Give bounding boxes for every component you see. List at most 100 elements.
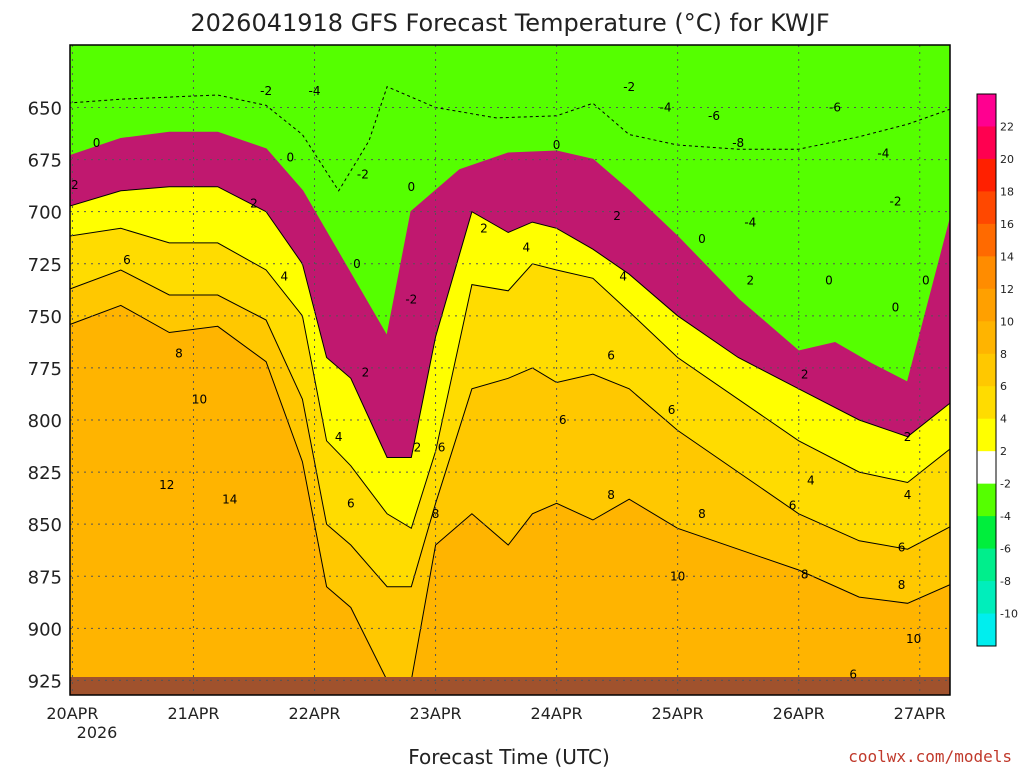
contour-label: 2 bbox=[71, 178, 79, 192]
y-tick-label: 925 bbox=[28, 671, 62, 692]
y-tick-label: 875 bbox=[28, 567, 62, 588]
contour-label: -6 bbox=[829, 101, 841, 115]
y-tick-label: 775 bbox=[28, 359, 62, 380]
contour-label: 0 bbox=[825, 274, 833, 288]
contour-label: 2 bbox=[362, 365, 370, 379]
contour-label: 6 bbox=[849, 667, 857, 681]
colorbar-label: 20 bbox=[1000, 153, 1014, 166]
contour-label: 0 bbox=[286, 151, 294, 165]
contour-label: 6 bbox=[607, 349, 615, 363]
contour-label: -2 bbox=[405, 292, 417, 306]
colorbar-swatch bbox=[977, 353, 996, 387]
contour-label: 0 bbox=[93, 136, 101, 150]
x-axis: 20APR 21APR 22APR 23APR 24APR 25APR 26AP… bbox=[46, 704, 945, 742]
colorbar-swatch bbox=[977, 256, 996, 290]
colorbar-swatch bbox=[977, 288, 996, 322]
y-tick-label: 825 bbox=[28, 463, 62, 484]
colorbar-label: 2 bbox=[1000, 445, 1007, 458]
contour-label: -2 bbox=[357, 167, 369, 181]
contour-label: 10 bbox=[192, 392, 207, 406]
contour-label: 8 bbox=[432, 507, 440, 521]
contour-label: 4 bbox=[807, 474, 815, 488]
colorbar-label: 4 bbox=[1000, 413, 1007, 426]
x-tick-label: 26APR bbox=[773, 704, 825, 723]
isotherm-band bbox=[70, 304, 950, 695]
colorbar-label: 16 bbox=[1000, 218, 1014, 231]
colorbar-label: 8 bbox=[1000, 348, 1007, 361]
contour-label: -6 bbox=[708, 109, 720, 123]
contour-label: 6 bbox=[898, 540, 906, 554]
colorbar-swatch bbox=[977, 386, 996, 420]
x-tick-label: 22APR bbox=[288, 704, 340, 723]
contour-labels: -2 -4 -2 -2 -4 -6 -8 -6 -4 -4 -2 -2 0 0 0 0 0 0 0 0 0 2 2 2 2 2 2 2… bbox=[71, 80, 930, 681]
colorbar-swatch bbox=[977, 321, 996, 355]
plot-area: -2 -4 -2 -2 -4 -6 -8 -6 -4 -4 -2 -2 0 0 0 0 0 0 0 0 0 2 2 2 2 2 2 2… bbox=[70, 45, 950, 695]
colorbar-label: 18 bbox=[1000, 185, 1014, 198]
credit-link[interactable]: coolwx.com/models bbox=[848, 747, 1012, 766]
x-axis-title: Forecast Time (UTC) bbox=[408, 745, 610, 768]
contour-label: 8 bbox=[801, 567, 809, 581]
contour-label: 6 bbox=[789, 499, 797, 513]
contour-label: -4 bbox=[744, 215, 756, 229]
contour-label: 6 bbox=[559, 413, 567, 427]
ground-strip bbox=[70, 677, 950, 695]
colorbar-swatch bbox=[977, 451, 996, 485]
contour-label: 6 bbox=[123, 253, 131, 267]
x-tick-label: 23APR bbox=[410, 704, 462, 723]
contour-label: 4 bbox=[335, 430, 343, 444]
colorbar-legend: 22 20 18 16 14 12 10 8 6 4 2 -2 -4 -6 -8… bbox=[976, 93, 1018, 647]
colorbar-label: -6 bbox=[1000, 543, 1011, 556]
contour-label: 0 bbox=[553, 138, 561, 152]
contour-label: 0 bbox=[892, 301, 900, 315]
chart-title: 2026041918 GFS Forecast Temperature (°C)… bbox=[190, 9, 829, 37]
colorbar-frame bbox=[976, 93, 997, 647]
colorbar-swatch bbox=[977, 516, 996, 550]
colorbar-swatch bbox=[977, 126, 996, 160]
colorbar-swatch bbox=[977, 613, 996, 647]
colorbar-label: -4 bbox=[1000, 510, 1011, 523]
y-tick-label: 850 bbox=[28, 515, 62, 536]
contour-label: 2 bbox=[613, 209, 621, 223]
contour-label: -2 bbox=[890, 194, 902, 208]
contour-label: -2 bbox=[623, 80, 635, 94]
y-tick-label: 725 bbox=[28, 255, 62, 276]
contour-label: 4 bbox=[904, 488, 912, 502]
y-tick-label: 750 bbox=[28, 307, 62, 328]
contour-label: -4 bbox=[660, 101, 672, 115]
contour-label: 0 bbox=[698, 232, 706, 246]
colorbar-swatch bbox=[977, 548, 996, 582]
y-tick-label: 650 bbox=[28, 99, 62, 120]
contour-label: 4 bbox=[522, 240, 530, 254]
contour-label: 0 bbox=[353, 257, 361, 271]
colorbar-label: -8 bbox=[1000, 575, 1011, 588]
contour-label: 8 bbox=[607, 488, 615, 502]
colorbar-label: 14 bbox=[1000, 250, 1014, 263]
x-tick-label: 27APR bbox=[894, 704, 946, 723]
contour-label: 2 bbox=[904, 430, 912, 444]
contour-label: 8 bbox=[698, 507, 706, 521]
y-tick-label: 675 bbox=[28, 151, 62, 172]
y-tick-label: 800 bbox=[28, 411, 62, 432]
contour-label: 8 bbox=[175, 347, 183, 361]
contour-label: 0 bbox=[922, 274, 930, 288]
colorbar-swatch bbox=[977, 94, 996, 127]
contour-label: 2 bbox=[250, 197, 258, 211]
contour-label: 12 bbox=[159, 478, 174, 492]
contour-label: 6 bbox=[668, 403, 676, 417]
contour-label: 2 bbox=[801, 367, 809, 381]
temperature-bands bbox=[70, 86, 950, 695]
colorbar-label: -10 bbox=[1000, 608, 1018, 621]
contour-label: -4 bbox=[309, 84, 321, 98]
colorbar-swatch bbox=[977, 191, 996, 225]
x-tick-label: 24APR bbox=[531, 704, 583, 723]
x-tick-label: 20APR bbox=[46, 704, 98, 723]
colorbar-label: 22 bbox=[1000, 121, 1014, 134]
y-tick-label: 900 bbox=[28, 619, 62, 640]
contour-label: 14 bbox=[222, 492, 237, 506]
contour-label: 10 bbox=[670, 569, 685, 583]
contour-label: 10 bbox=[906, 632, 921, 646]
x-tick-label: 25APR bbox=[652, 704, 704, 723]
colorbar-label: 6 bbox=[1000, 380, 1007, 393]
contour-label: -4 bbox=[877, 147, 889, 161]
